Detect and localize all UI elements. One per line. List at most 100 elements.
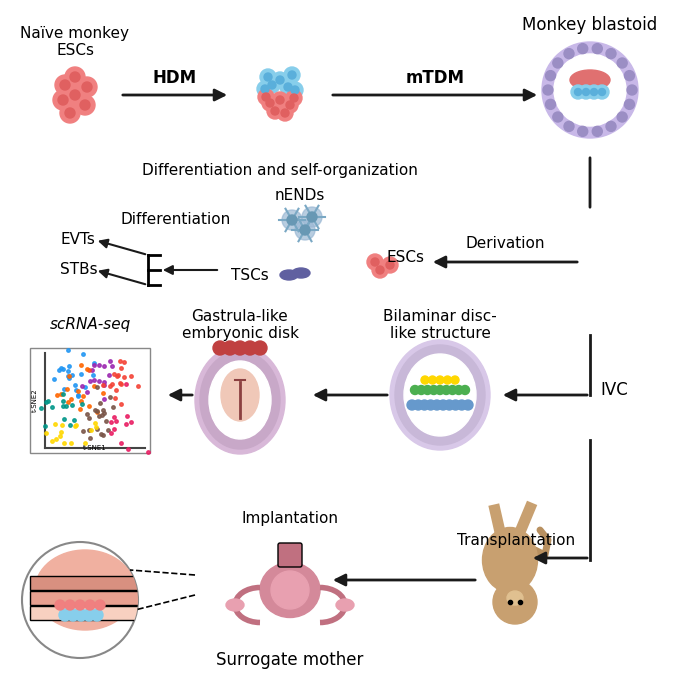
Circle shape [592,127,602,136]
Ellipse shape [507,591,523,605]
Circle shape [543,85,553,95]
Circle shape [448,386,457,395]
Circle shape [553,112,563,122]
Circle shape [291,86,299,94]
Circle shape [553,58,563,68]
Circle shape [75,609,87,621]
Circle shape [578,43,588,54]
Circle shape [564,121,574,132]
Circle shape [426,400,435,410]
Circle shape [67,609,79,621]
Circle shape [407,400,417,410]
Ellipse shape [482,528,538,592]
Text: HDM: HDM [153,69,197,87]
Circle shape [65,600,75,610]
Circle shape [277,105,293,121]
Text: STBs: STBs [60,262,97,277]
Circle shape [436,376,444,384]
Circle shape [295,220,315,240]
Circle shape [288,71,296,79]
Ellipse shape [226,599,244,611]
Circle shape [554,54,626,126]
Circle shape [624,99,634,109]
Circle shape [598,88,606,95]
Circle shape [367,254,383,270]
Circle shape [463,400,473,410]
Ellipse shape [395,345,485,445]
Circle shape [281,109,289,117]
Ellipse shape [35,550,135,630]
Circle shape [302,207,322,227]
Text: t-SNE2: t-SNE2 [32,389,38,412]
Circle shape [272,72,288,88]
Circle shape [264,73,272,81]
Circle shape [65,108,75,118]
Circle shape [571,85,585,99]
Circle shape [271,107,279,115]
Text: Naïve monkey
ESCs: Naïve monkey ESCs [20,26,130,58]
Text: Surrogate mother: Surrogate mother [216,651,364,669]
Text: Bilaminar disc-
like structure: Bilaminar disc- like structure [383,309,497,341]
Circle shape [70,72,80,82]
Circle shape [595,85,609,99]
Circle shape [444,376,452,384]
Text: Transplantation: Transplantation [457,533,575,547]
Circle shape [60,80,70,90]
Ellipse shape [221,369,259,421]
Circle shape [286,101,294,109]
Circle shape [454,386,463,395]
FancyBboxPatch shape [30,576,140,590]
Circle shape [75,600,85,610]
Text: Monkey blastoid: Monkey blastoid [522,16,657,34]
Text: EVTs: EVTs [60,232,95,248]
FancyBboxPatch shape [30,591,140,605]
Text: TSCs: TSCs [231,267,269,283]
Circle shape [243,341,257,355]
Circle shape [290,94,298,102]
Ellipse shape [271,571,309,609]
Circle shape [282,97,298,113]
Circle shape [91,609,103,621]
Circle shape [272,92,288,108]
Circle shape [83,609,95,621]
Circle shape [95,600,105,610]
Ellipse shape [292,268,310,278]
Circle shape [592,43,602,54]
Circle shape [461,386,470,395]
Circle shape [70,90,80,100]
Text: Differentiation and self-organization: Differentiation and self-organization [142,162,418,178]
Ellipse shape [260,563,320,617]
Circle shape [451,400,461,410]
Circle shape [75,95,95,115]
Circle shape [22,542,138,658]
Ellipse shape [336,599,354,611]
Circle shape [267,103,283,119]
Circle shape [287,82,303,98]
Circle shape [58,95,68,105]
Text: nENDs: nENDs [275,188,326,202]
Circle shape [223,341,237,355]
Text: ESCs: ESCs [386,251,424,265]
Circle shape [444,400,454,410]
Circle shape [262,95,278,111]
Circle shape [77,77,97,97]
Circle shape [376,266,384,274]
Circle shape [280,79,296,95]
Circle shape [457,400,467,410]
Text: mTDM: mTDM [405,69,465,87]
FancyBboxPatch shape [30,606,140,620]
Circle shape [276,96,284,104]
Text: IVC: IVC [600,381,628,399]
FancyBboxPatch shape [30,347,150,452]
Text: scRNA-seq: scRNA-seq [50,318,131,332]
Circle shape [542,42,638,138]
Circle shape [286,90,302,106]
Circle shape [282,210,302,230]
Circle shape [307,212,317,222]
Circle shape [80,100,90,110]
Ellipse shape [280,270,298,280]
Circle shape [55,600,65,610]
Circle shape [591,88,598,95]
Circle shape [617,58,627,68]
Circle shape [624,71,634,80]
